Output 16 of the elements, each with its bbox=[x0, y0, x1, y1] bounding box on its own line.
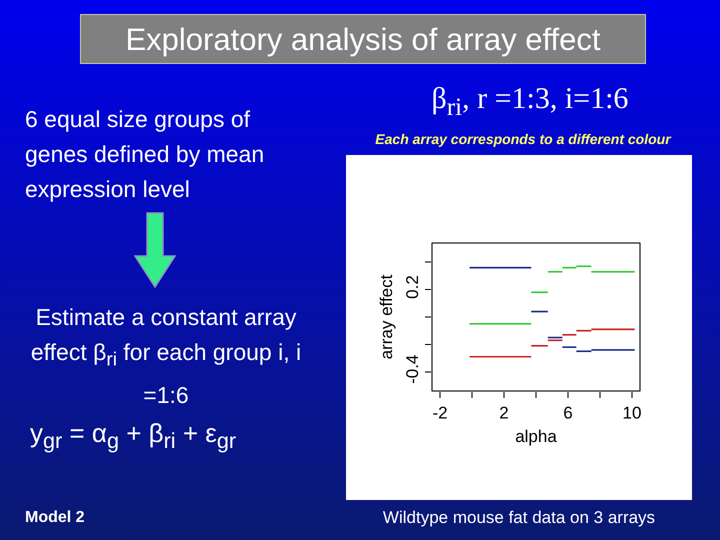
x-axis-title: alpha bbox=[515, 426, 558, 446]
text: y$_{gr}$ = α$_{g}$ + β$_{ri}$ + ε$_{gr}$ bbox=[30, 418, 238, 454]
y-axis-title: array effect bbox=[376, 274, 396, 360]
x-tick-label: 2 bbox=[499, 403, 509, 422]
text: Estimate a constant array effect β$_{ri}$ for each group i, i =1:6 bbox=[30, 303, 302, 410]
chart-subtitle: β$_{ri}$, r =1:3, i=1:6 bbox=[430, 82, 630, 122]
chart-title: Exploratory analysis of array effect bbox=[80, 14, 646, 64]
x-tick-label: -2 bbox=[432, 403, 448, 422]
x-tick-label: 10 bbox=[622, 403, 642, 422]
x-tick-label: 6 bbox=[563, 403, 573, 422]
text: Wildtype mouse fat data on 3 arrays bbox=[382, 508, 656, 528]
y-tick-label: 0.2 bbox=[403, 275, 422, 299]
text: Each array corresponds to a different colour bbox=[374, 131, 672, 147]
text: 6 equal size groups of genes defined by mean expression level bbox=[25, 105, 266, 204]
text: Model 2 bbox=[25, 509, 85, 527]
y-tick-label: -0.4 bbox=[403, 354, 422, 384]
